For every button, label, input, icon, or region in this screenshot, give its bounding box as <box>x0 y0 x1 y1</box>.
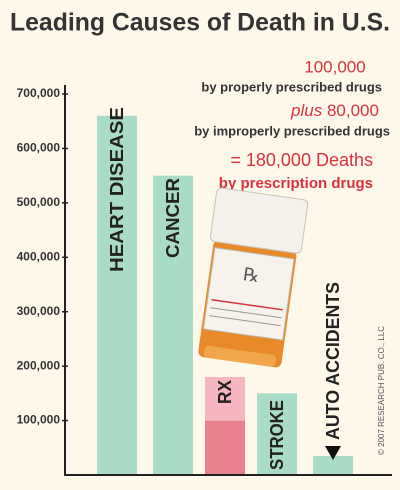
y-tick-label: 400,000 <box>17 249 61 263</box>
bottle-shine <box>204 345 276 367</box>
x-tick-label: STROKE <box>267 400 287 470</box>
copyright: © 2007 RESEARCH PUB. CO., LLC <box>377 326 386 455</box>
label-symbol: ℞ <box>242 264 261 286</box>
bar <box>205 420 245 475</box>
annotation: by improperly prescribed drugs <box>194 123 390 138</box>
x-tick-label: HEART DISEASE <box>107 107 127 272</box>
pill-bottle: ℞ <box>198 187 309 368</box>
annotation: plus <box>290 101 323 120</box>
bar <box>205 377 245 421</box>
label-line <box>210 307 282 319</box>
arrow <box>325 446 341 460</box>
y-tick-label: 600,000 <box>17 141 61 155</box>
bottle-label <box>202 247 295 341</box>
bar <box>257 393 297 475</box>
y-tick-label: 200,000 <box>17 358 61 372</box>
bar <box>97 115 137 476</box>
y-tick-label: 300,000 <box>17 304 61 318</box>
label-line <box>211 299 283 311</box>
y-tick-label: 700,000 <box>17 86 61 100</box>
chart-title: Leading Causes of Death in U.S. <box>10 9 390 37</box>
annotation: by properly prescribed drugs <box>201 79 382 94</box>
annotation: = 180,000 Deaths <box>230 150 373 170</box>
y-tick-label: 100,000 <box>17 413 61 427</box>
x-tick-label: CANCER <box>163 178 183 258</box>
x-tick-label: AUTO ACCIDENTS <box>323 282 343 440</box>
annotation: by prescription drugs <box>219 175 373 192</box>
annotation: 80,000 <box>327 101 379 120</box>
label-line <box>209 315 281 327</box>
bar <box>153 175 193 475</box>
y-tick-label: 500,000 <box>17 195 61 209</box>
bars <box>97 115 353 476</box>
labels: 100,000 200,000 300,000 400,000 500,000 600,0… <box>17 86 343 470</box>
annotation: plus 80,000 <box>290 101 379 120</box>
bar <box>313 455 353 475</box>
annotation: 100,000 <box>304 57 365 76</box>
bottle-cap <box>209 187 309 254</box>
x-tick-label: RX <box>215 380 235 404</box>
